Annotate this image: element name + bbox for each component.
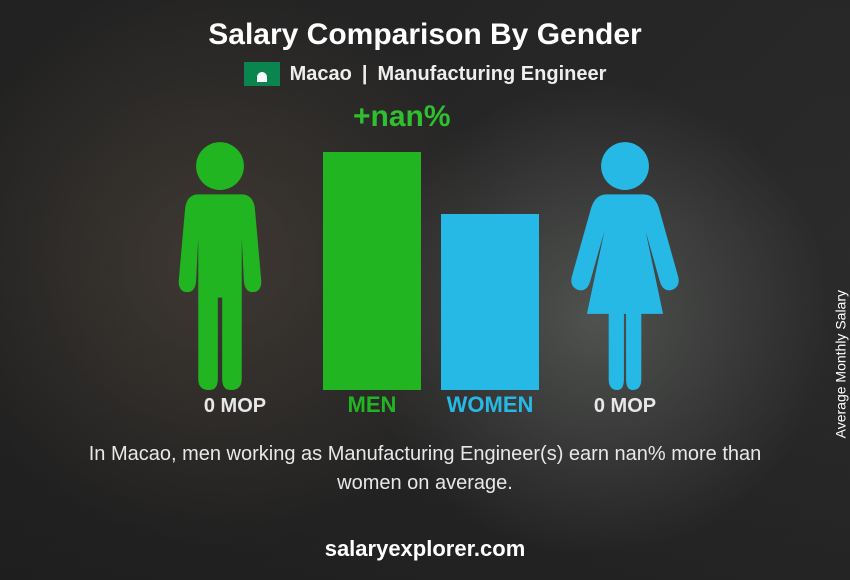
footer-source: salaryexplorer.com — [0, 536, 850, 562]
bar-label-men: MEN — [323, 392, 421, 418]
separator-text: | — [362, 63, 368, 86]
y-axis-label: Average Monthly Salary — [832, 290, 848, 438]
page-title: Salary Comparison By Gender — [0, 0, 850, 52]
infographic-container: Salary Comparison By Gender Macao | Manu… — [0, 0, 850, 580]
chart-area: +nan% MEN WOMEN 0 MOP 0 MOP — [145, 108, 705, 418]
description-text: In Macao, men working as Manufacturing E… — [75, 440, 775, 498]
bar-men — [323, 152, 421, 390]
bar-label-women: WOMEN — [441, 392, 539, 418]
job-title-text: Manufacturing Engineer — [377, 63, 606, 86]
difference-label: +nan% — [353, 100, 451, 134]
value-label-women: 0 MOP — [565, 395, 685, 418]
flag-icon — [244, 62, 280, 86]
man-icon — [165, 140, 275, 390]
bar-women — [441, 214, 539, 390]
value-label-men: 0 MOP — [175, 395, 295, 418]
subtitle-row: Macao | Manufacturing Engineer — [0, 62, 850, 86]
woman-icon — [565, 140, 685, 390]
location-text: Macao — [290, 63, 352, 86]
